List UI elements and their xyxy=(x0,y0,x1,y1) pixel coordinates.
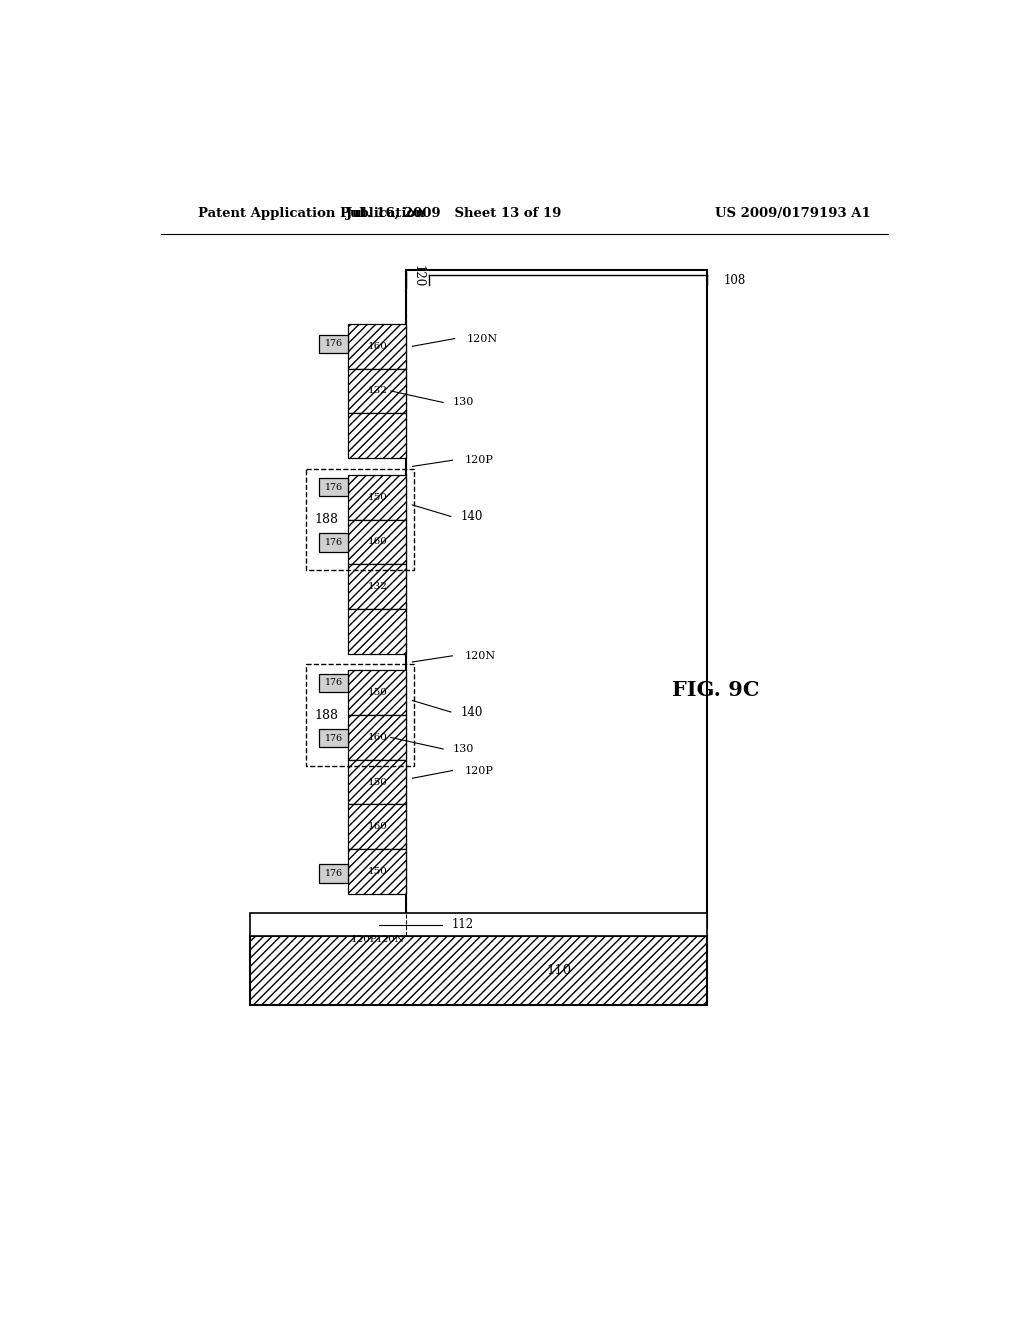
Text: 130: 130 xyxy=(453,397,474,408)
Bar xyxy=(348,475,407,520)
Bar xyxy=(348,368,407,413)
Bar xyxy=(348,564,407,609)
Text: 176: 176 xyxy=(325,539,343,546)
Text: 176: 176 xyxy=(325,678,343,688)
Bar xyxy=(348,413,407,458)
Bar xyxy=(319,533,348,552)
Text: 176: 176 xyxy=(325,483,343,491)
Text: 132: 132 xyxy=(368,582,387,591)
Text: 150: 150 xyxy=(368,492,387,502)
Bar xyxy=(306,469,414,570)
Text: 120N: 120N xyxy=(467,334,498,343)
Text: 120P: 120P xyxy=(465,455,494,465)
Bar xyxy=(348,609,407,653)
Text: 188: 188 xyxy=(315,513,339,527)
Bar xyxy=(407,271,707,928)
Text: 110: 110 xyxy=(547,964,571,977)
Text: 132: 132 xyxy=(368,387,387,396)
Text: 120P: 120P xyxy=(351,935,378,944)
Text: 108: 108 xyxy=(724,273,745,286)
Text: 130: 130 xyxy=(453,744,474,754)
Text: 176: 176 xyxy=(325,734,343,743)
Bar xyxy=(348,715,407,760)
Text: 140: 140 xyxy=(461,705,483,718)
Text: Jul. 16, 2009   Sheet 13 of 19: Jul. 16, 2009 Sheet 13 of 19 xyxy=(346,207,561,220)
Bar xyxy=(319,673,348,692)
Text: 176: 176 xyxy=(325,870,343,878)
Text: 150: 150 xyxy=(368,867,387,876)
Bar xyxy=(319,729,348,747)
Text: 160: 160 xyxy=(368,822,387,832)
Bar xyxy=(348,849,407,894)
Text: 160: 160 xyxy=(368,733,387,742)
Bar xyxy=(319,335,348,354)
Text: 150: 150 xyxy=(368,688,387,697)
Bar xyxy=(348,804,407,849)
Text: 112: 112 xyxy=(452,917,473,931)
Text: 160: 160 xyxy=(368,342,387,351)
Bar xyxy=(348,323,407,368)
Text: FIG. 9C: FIG. 9C xyxy=(672,680,760,700)
Bar xyxy=(250,913,707,936)
Bar xyxy=(348,760,407,804)
Bar xyxy=(348,671,407,715)
Text: 140: 140 xyxy=(461,510,483,523)
Text: 150: 150 xyxy=(368,777,387,787)
Text: Patent Application Publication: Patent Application Publication xyxy=(199,207,425,220)
Bar xyxy=(306,664,414,766)
Text: 120: 120 xyxy=(412,265,425,288)
Bar xyxy=(250,936,707,1006)
Text: 120N: 120N xyxy=(376,935,404,944)
Text: 188: 188 xyxy=(315,709,339,722)
Text: US 2009/0179193 A1: US 2009/0179193 A1 xyxy=(715,207,870,220)
Text: 120N: 120N xyxy=(465,651,496,661)
Text: 176: 176 xyxy=(325,339,343,348)
Bar xyxy=(348,520,407,564)
Text: 160: 160 xyxy=(368,537,387,546)
Bar xyxy=(319,865,348,883)
Bar xyxy=(319,478,348,496)
Text: 120P: 120P xyxy=(465,766,494,776)
